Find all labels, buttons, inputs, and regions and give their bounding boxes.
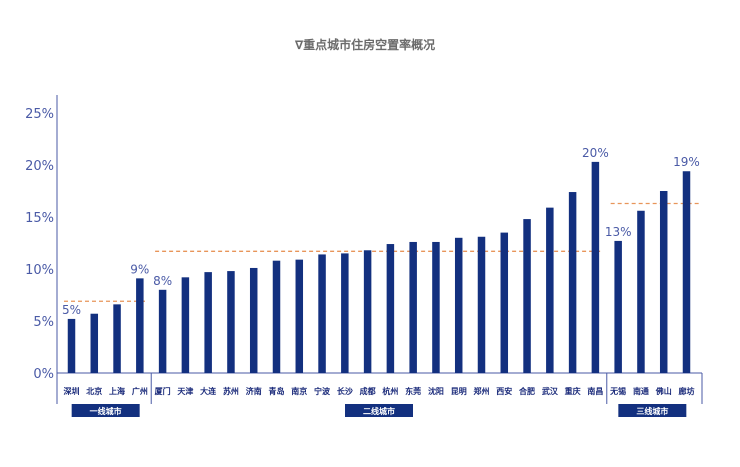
bar-宁波: [318, 254, 326, 373]
data-labels: 5% 9% 8% 20% 13% 19%: [62, 146, 700, 317]
data-label: 8%: [153, 274, 172, 288]
x-tick-label: 厦门: [155, 386, 171, 396]
x-tick-label: 南京: [291, 386, 307, 396]
data-label: 13%: [605, 225, 632, 239]
x-tick-label: 杭州: [382, 386, 398, 396]
data-label: 5%: [62, 303, 81, 317]
bar-沈阳: [432, 241, 440, 373]
bar-廊坊: [682, 171, 691, 373]
x-tick-label: 南通: [633, 386, 649, 396]
data-label: 9%: [130, 262, 149, 276]
x-tick-label: 武汉: [542, 386, 559, 396]
y-tick-label: 0%: [33, 367, 54, 382]
x-tick-label: 合肥: [518, 386, 535, 396]
x-tick-label: 成都: [360, 386, 376, 396]
x-tick-label: 郑州: [474, 386, 490, 396]
bar-青岛: [272, 260, 281, 373]
group-label: 二线城市: [363, 406, 395, 416]
bar-佛山: [659, 191, 668, 373]
x-tick-label: 大连: [200, 386, 217, 396]
x-tick-label: 广州: [132, 386, 148, 396]
bar-上海: [113, 304, 121, 373]
group-box: [345, 404, 413, 417]
x-tick-label: 青岛: [269, 386, 285, 396]
bar-济南: [249, 267, 258, 373]
x-tick-label: 无锡: [609, 386, 626, 396]
bar-深圳: [67, 318, 76, 373]
data-label: 20%: [582, 146, 609, 160]
bar-昆明: [454, 237, 463, 373]
x-tick-label: 重庆: [565, 386, 581, 396]
x-tick-labels: 深圳 北京 上海 广州 厦门 天津 大连 苏州 济南 青岛 南京 宁波 长沙 成都 杭州 东莞 沈阳 昆明 郑州 西安…: [64, 386, 695, 396]
y-tick-label: 20%: [25, 159, 54, 174]
bar-杭州: [386, 244, 395, 373]
x-tick-label: 北京: [86, 386, 102, 396]
x-tick-label: 长沙: [337, 386, 353, 396]
bar-南昌: [591, 161, 600, 373]
axes: 0% 5% 10% 15% 20% 25%: [25, 95, 703, 404]
bar-大连: [204, 272, 212, 373]
bar-西安: [500, 232, 509, 373]
bar-南京: [295, 259, 304, 373]
x-tick-label: 南昌: [587, 386, 603, 396]
bar-无锡: [614, 240, 622, 373]
x-tick-label: 西安: [496, 386, 512, 396]
x-tick-label: 廊坊: [679, 386, 695, 396]
x-tick-label: 沈阳: [428, 386, 444, 396]
y-tick-label: 10%: [25, 263, 54, 278]
bar-成都: [363, 250, 372, 373]
bar-东莞: [409, 241, 417, 373]
group-box: [618, 404, 687, 417]
y-tick-label: 25%: [25, 107, 54, 122]
chart-title: ∇重点城市住房空置率概况: [295, 37, 435, 52]
bar-苏州: [227, 271, 235, 373]
bar-南通: [637, 210, 645, 373]
x-tick-label: 深圳: [64, 386, 80, 396]
y-tick-label: 15%: [25, 211, 54, 226]
group-box: [71, 404, 140, 417]
bar-重庆: [568, 192, 577, 373]
x-tick-label: 佛山: [655, 386, 672, 396]
x-tick-label: 苏州: [223, 386, 239, 396]
x-tick-label: 济南: [246, 386, 262, 396]
x-tick-label: 宁波: [314, 386, 331, 396]
group-labels: 一线城市 二线城市 三线城市: [71, 404, 687, 417]
x-tick-label: 东莞: [405, 386, 421, 396]
bar-广州: [136, 278, 144, 373]
bar-北京: [90, 313, 99, 373]
bar-武汉: [546, 207, 554, 373]
watermark: 搜狐号@搜狐焦点渭南站: [571, 440, 725, 457]
x-tick-label: 天津: [177, 386, 193, 396]
bar-郑州: [477, 236, 486, 373]
y-tick-label: 5%: [33, 315, 54, 330]
bar-合肥: [523, 219, 531, 373]
group-label: 一线城市: [90, 406, 122, 416]
data-label: 19%: [673, 155, 700, 169]
x-tick-label: 昆明: [451, 386, 467, 396]
bar-天津: [181, 277, 190, 373]
x-tick-label: 上海: [109, 386, 125, 396]
group-label: 三线城市: [636, 406, 668, 416]
bars: [67, 161, 691, 373]
watermark-text: 搜狐号@搜狐焦点渭南站: [571, 440, 725, 457]
bar-厦门: [158, 289, 167, 373]
bar-长沙: [341, 253, 349, 373]
